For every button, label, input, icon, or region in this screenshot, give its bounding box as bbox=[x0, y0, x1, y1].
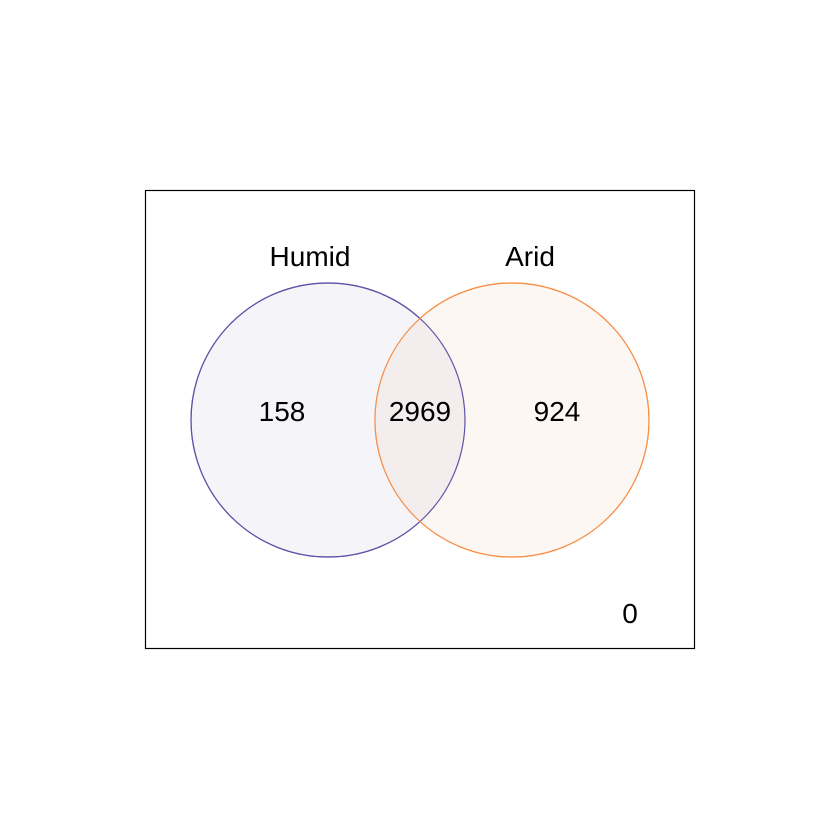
humid-only-count: 158 bbox=[259, 396, 306, 427]
intersection-count: 2969 bbox=[389, 396, 451, 427]
arid-only-count: 924 bbox=[534, 396, 581, 427]
arid-set-label: Arid bbox=[505, 241, 555, 272]
humid-set-label: Humid bbox=[270, 241, 351, 272]
neither-count: 0 bbox=[622, 598, 638, 629]
humid-set-outline bbox=[190, 282, 466, 558]
overlap-region bbox=[375, 283, 465, 557]
arid-set-outline bbox=[374, 282, 650, 558]
